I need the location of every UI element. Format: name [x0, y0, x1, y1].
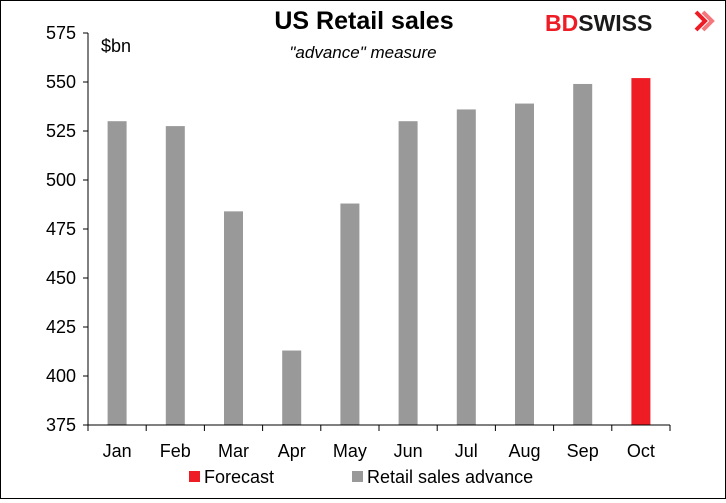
logo-chevron-icon	[694, 10, 715, 32]
bar-oct	[631, 78, 651, 425]
x-tick-label: Oct	[627, 441, 655, 461]
x-tick-label: Jul	[455, 441, 478, 461]
x-tick-label: Sep	[567, 441, 599, 461]
y-tick-label: 525	[46, 121, 76, 141]
x-axis: Jan Feb Mar Apr May Jun Jul Aug Sep Oct	[87, 425, 671, 461]
bar-aug	[515, 103, 534, 425]
x-tick-label: May	[333, 441, 367, 461]
bar-jun	[398, 121, 418, 425]
logo-suffix: SWISS	[578, 10, 652, 36]
logo-prefix: BD	[545, 10, 578, 36]
bar-sep	[573, 83, 593, 426]
bar-jul	[456, 109, 476, 425]
svg-text:BDSWISS: BDSWISS	[545, 10, 652, 36]
bars-layer	[107, 78, 651, 426]
y-tick-label: 500	[46, 170, 76, 190]
legend-label: Retail sales advance	[367, 467, 533, 487]
y-tick-label: 575	[46, 23, 76, 43]
bar-mar	[224, 211, 243, 425]
y-tick-label: 400	[46, 366, 76, 386]
legend-label: Forecast	[204, 467, 274, 487]
x-tick-label: Jun	[394, 441, 423, 461]
bar-apr	[282, 350, 302, 425]
bar-feb	[165, 126, 185, 425]
y-tick-label: 450	[46, 268, 76, 288]
chart-subtitle: "advance" measure	[289, 43, 436, 62]
x-tick-label: Apr	[278, 441, 306, 461]
y-unit-label: $bn	[101, 36, 131, 56]
chart-title: US Retail sales	[274, 7, 453, 35]
legend: Forecast Retail sales advance	[189, 467, 533, 487]
x-tick-label: Mar	[218, 441, 249, 461]
bar-jan	[107, 121, 127, 425]
y-tick-label: 475	[46, 219, 76, 239]
y-axis: 375 400 425 450 475 500 525 550 575	[46, 23, 88, 435]
bdswiss-logo: BDSWISS	[545, 10, 715, 36]
x-tick-label: Aug	[508, 441, 540, 461]
legend-swatch	[352, 471, 363, 482]
x-tick-label: Jan	[103, 441, 132, 461]
y-tick-label: 550	[46, 72, 76, 92]
y-tick-label: 375	[46, 415, 76, 435]
x-tick-label: Feb	[160, 441, 191, 461]
y-tick-label: 425	[46, 317, 76, 337]
legend-swatch	[189, 471, 200, 482]
bar-may	[340, 203, 360, 425]
